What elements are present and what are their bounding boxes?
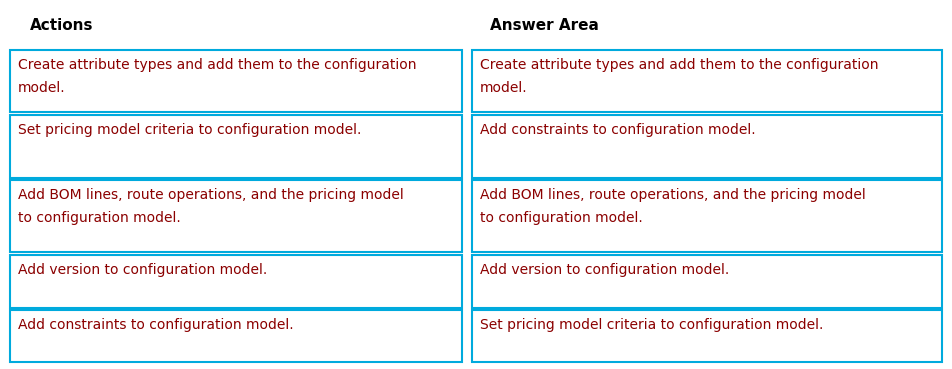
Text: Create attribute types and add them to the configuration
model.: Create attribute types and add them to t… <box>18 58 417 95</box>
Bar <box>472 115 942 178</box>
Text: Add constraints to configuration model.: Add constraints to configuration model. <box>480 123 756 137</box>
Bar <box>10 50 462 112</box>
Text: Add version to configuration model.: Add version to configuration model. <box>480 263 729 277</box>
Bar <box>10 115 462 178</box>
Bar <box>472 50 942 112</box>
Bar <box>10 180 462 252</box>
Bar <box>10 255 462 308</box>
Bar <box>472 255 942 308</box>
Bar <box>10 310 462 362</box>
Text: Add BOM lines, route operations, and the pricing model
to configuration model.: Add BOM lines, route operations, and the… <box>18 188 404 225</box>
Text: Add BOM lines, route operations, and the pricing model
to configuration model.: Add BOM lines, route operations, and the… <box>480 188 865 225</box>
Bar <box>472 180 942 252</box>
Text: Add constraints to configuration model.: Add constraints to configuration model. <box>18 318 293 332</box>
Text: Actions: Actions <box>30 18 93 33</box>
Text: Create attribute types and add them to the configuration
model.: Create attribute types and add them to t… <box>480 58 879 95</box>
Bar <box>472 310 942 362</box>
Text: Set pricing model criteria to configuration model.: Set pricing model criteria to configurat… <box>18 123 362 137</box>
Text: Answer Area: Answer Area <box>490 18 599 33</box>
Text: Set pricing model criteria to configuration model.: Set pricing model criteria to configurat… <box>480 318 823 332</box>
Text: Add version to configuration model.: Add version to configuration model. <box>18 263 268 277</box>
